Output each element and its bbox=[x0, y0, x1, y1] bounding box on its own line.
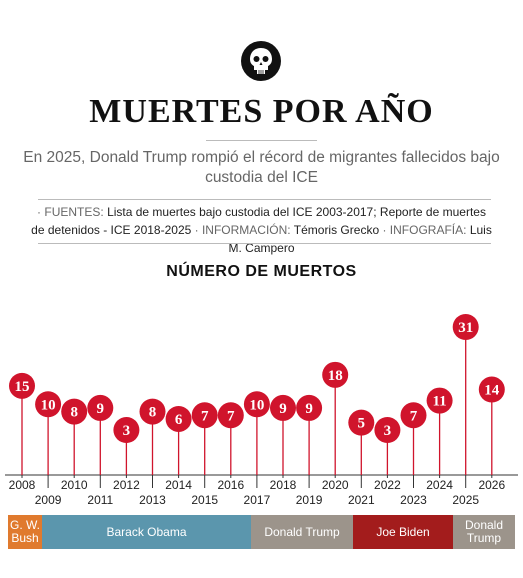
data-point bbox=[139, 398, 166, 425]
x-tick-label: 2020 bbox=[322, 478, 349, 492]
data-label: 10 bbox=[41, 397, 56, 413]
administration-label: Joe Biden bbox=[376, 524, 430, 539]
data-point bbox=[61, 398, 88, 425]
data-label: 9 bbox=[305, 401, 313, 417]
data-point bbox=[478, 376, 505, 403]
x-tick-label: 2015 bbox=[191, 493, 218, 507]
data-point bbox=[426, 387, 453, 414]
data-label: 3 bbox=[123, 423, 131, 439]
x-tick-label: 2014 bbox=[165, 478, 192, 492]
x-tick-label: 2022 bbox=[374, 478, 401, 492]
x-tick-label: 2010 bbox=[61, 478, 88, 492]
x-tick-label: 2025 bbox=[452, 493, 479, 507]
data-label: 10 bbox=[249, 397, 264, 413]
data-point bbox=[243, 391, 270, 418]
data-point bbox=[217, 402, 244, 429]
info-text: Témoris Grecko bbox=[293, 223, 380, 237]
infografia-label: · INFOGRAFÍA: bbox=[382, 223, 467, 237]
deaths-chart: 15 2008 10 2009 8 2010 9 2011 3 2012 8 2013 6 2014 7 20… bbox=[5, 314, 518, 507]
data-label: 8 bbox=[70, 405, 78, 421]
data-label: 11 bbox=[433, 394, 447, 410]
data-label: 15 bbox=[15, 379, 30, 395]
x-tick-label: 2023 bbox=[400, 493, 427, 507]
x-tick-label: 2026 bbox=[478, 478, 505, 492]
data-label: 18 bbox=[328, 368, 343, 384]
x-tick-label: 2024 bbox=[426, 478, 453, 492]
skull-icon bbox=[241, 41, 281, 81]
x-tick-label: 2008 bbox=[9, 478, 36, 492]
x-tick-label: 2013 bbox=[139, 493, 166, 507]
data-point bbox=[400, 402, 427, 429]
administration-label: G. W. Bush bbox=[10, 518, 40, 545]
x-tick-label: 2016 bbox=[217, 478, 244, 492]
data-label: 5 bbox=[358, 416, 366, 432]
data-point bbox=[296, 394, 323, 421]
data-label: 14 bbox=[484, 383, 500, 399]
chart-title: NÚMERO DE MUERTOS bbox=[166, 263, 357, 280]
administration-g-w-bush: G. W. Bush bbox=[8, 515, 42, 549]
administration-label: Barack Obama bbox=[106, 524, 187, 539]
data-label: 6 bbox=[175, 412, 183, 428]
data-label: 7 bbox=[410, 408, 418, 424]
administration-label: Donald Trump bbox=[464, 518, 504, 545]
data-label: 7 bbox=[227, 408, 235, 424]
data-point bbox=[270, 394, 296, 421]
fuentes-text: Lista de muertes bajo custodia del ICE 2… bbox=[31, 205, 486, 237]
data-point bbox=[374, 417, 401, 443]
x-tick-label: 2019 bbox=[296, 493, 323, 507]
administration-donald-trump: Donald Trump bbox=[251, 515, 353, 549]
data-label: 9 bbox=[279, 401, 287, 417]
data-point bbox=[87, 394, 114, 421]
credits-bottom-divider bbox=[38, 243, 491, 244]
data-point bbox=[35, 391, 62, 418]
x-tick-label: 2012 bbox=[113, 478, 140, 492]
data-point bbox=[113, 417, 140, 443]
fuentes-label: · FUENTES: bbox=[37, 205, 104, 219]
page-title: MUERTES POR AÑO bbox=[89, 93, 434, 130]
administration-donald-trump: Donald Trump bbox=[453, 515, 515, 549]
administration-joe-biden: Joe Biden bbox=[353, 515, 453, 549]
data-point bbox=[348, 409, 375, 436]
subtitle: En 2025, Donald Trump rompió el récord d… bbox=[23, 149, 500, 186]
x-tick-label: 2018 bbox=[270, 478, 297, 492]
data-point bbox=[191, 402, 218, 429]
data-label: 31 bbox=[458, 320, 473, 336]
x-tick-label: 2011 bbox=[87, 493, 113, 507]
administration-label: Donald Trump bbox=[264, 524, 340, 539]
data-label: 7 bbox=[201, 408, 209, 424]
x-tick-label: 2009 bbox=[35, 493, 62, 507]
x-tick-label: 2021 bbox=[348, 493, 375, 507]
infografia-text: Luis M. Campero bbox=[228, 223, 492, 255]
data-label: 9 bbox=[97, 401, 105, 417]
data-point bbox=[9, 372, 35, 399]
administration-barack-obama: Barack Obama bbox=[42, 515, 251, 549]
data-point bbox=[452, 314, 479, 340]
title-divider bbox=[206, 140, 317, 141]
data-label: 8 bbox=[149, 405, 157, 421]
data-point bbox=[165, 405, 192, 432]
data-label: 3 bbox=[384, 423, 392, 439]
x-tick-label: 2017 bbox=[244, 493, 271, 507]
data-point bbox=[322, 361, 349, 388]
info-label: · INFORMACIÓN: bbox=[194, 223, 291, 237]
credits: · FUENTES: Lista de muertes bajo custodi… bbox=[30, 203, 493, 257]
credits-top-divider bbox=[38, 199, 491, 200]
